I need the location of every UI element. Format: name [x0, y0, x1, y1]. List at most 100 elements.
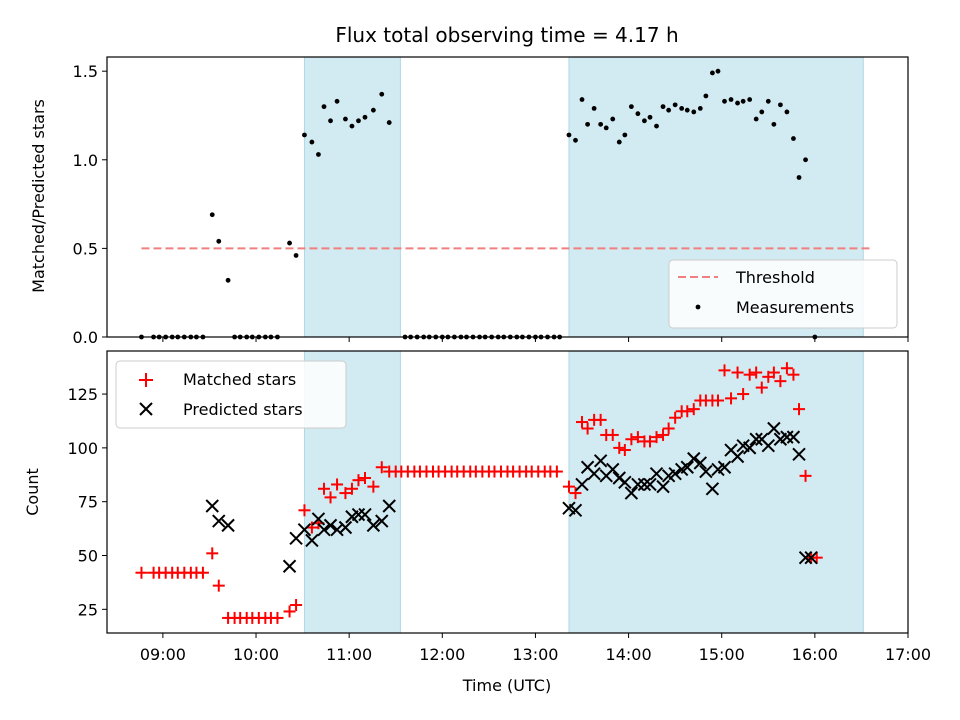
y-tick-label: 25 [78, 600, 98, 619]
predicted-star-point [717, 460, 732, 474]
predicted-star-point [358, 507, 372, 522]
measurement-point [654, 123, 659, 129]
matched-star-point [550, 465, 563, 478]
predicted-star-point [593, 454, 608, 468]
y-tick-label: 1.5 [73, 62, 98, 81]
predicted-star-point [575, 477, 589, 492]
matched-star-point [657, 428, 670, 441]
predicted-star-point [323, 518, 338, 533]
predicted-x-b [618, 475, 632, 490]
predicted-legend-label: Predicted stars [183, 400, 303, 419]
threshold-legend-label: Threshold [735, 268, 815, 287]
matched-star-point [613, 441, 626, 454]
x-tick-label: 13:00 [512, 645, 558, 664]
measurement-point [603, 125, 609, 131]
matched-star-point [562, 480, 575, 493]
measurement-point [722, 98, 727, 104]
predicted-star-point [305, 533, 319, 548]
measurement-point [647, 114, 653, 120]
predicted-x-b [780, 430, 794, 444]
predicted-x-b [330, 522, 344, 537]
measurement-point [225, 277, 231, 283]
predicted-x-b [804, 550, 818, 565]
top-legend: Threshold Measurements [668, 259, 898, 329]
matched-stars-points [135, 362, 823, 624]
matched-star-point [606, 428, 619, 441]
top-legend-box [668, 259, 898, 329]
matched-star-point [324, 491, 337, 504]
measurement-point [642, 118, 647, 124]
x-tick-label: 11:00 [326, 645, 372, 664]
predicted-star-point [568, 503, 583, 518]
matched-star-point [594, 413, 607, 426]
measurement-point [759, 109, 765, 115]
shaded-interval [303, 56, 401, 338]
predicted-x-b [323, 518, 338, 533]
measurement-point [703, 93, 709, 99]
matched-star-point [631, 431, 644, 444]
predicted-star-point [761, 439, 775, 453]
y-tick-label: 50 [78, 547, 98, 566]
matched-star-point [339, 487, 352, 500]
matched-star-point [737, 388, 750, 401]
predicted-x-b [305, 533, 319, 548]
predicted-x-b [575, 477, 589, 492]
predicted-x-b [637, 477, 652, 492]
matched-star-point [318, 482, 331, 495]
predicted-star-point [375, 514, 389, 528]
measurement-point [697, 105, 703, 111]
predicted-star-point [338, 520, 353, 535]
matched-star-point [711, 394, 724, 407]
matched-star-point [298, 504, 311, 517]
predicted-x-b [366, 518, 381, 533]
measurement-point [771, 121, 777, 127]
bottom-plot-frame [106, 350, 909, 634]
measurements-legend-label: Measurements [736, 298, 854, 317]
matched-star-point [644, 435, 657, 448]
x-tick-label: 10:00 [233, 645, 279, 664]
matched-star-point [367, 480, 380, 493]
predicted-star-point [786, 430, 801, 444]
predicted-star-point [705, 482, 720, 496]
predicted-x-b [798, 550, 813, 565]
measurement-point [334, 98, 340, 104]
predicted-star-point [587, 466, 601, 481]
matched-star-point [787, 368, 800, 381]
predicted-star-point [221, 518, 235, 533]
predicted-x-b [317, 522, 331, 537]
measurement-point [660, 104, 666, 110]
matched-star-point [774, 375, 787, 388]
predicted-x-b [643, 477, 657, 492]
predicted-star-point [643, 477, 657, 492]
predicted-star-point [624, 486, 639, 500]
measurement-point [765, 98, 771, 104]
predicted-star-point [212, 514, 226, 528]
x-tick-label: 16:00 [792, 645, 838, 664]
matched-star-point [650, 431, 663, 444]
chart-title: Flux total observing time = 4.17 h [335, 23, 678, 47]
predicted-x-b [717, 460, 732, 474]
predicted-x-b [736, 439, 750, 453]
predicted-star-point [205, 499, 219, 513]
predicted-x-b [568, 503, 583, 518]
predicted-x-b [297, 522, 312, 537]
matched-star-point [618, 444, 631, 457]
predicted-stars-points [205, 421, 818, 573]
bottom-x-ticks: 09:00 10:00 11:00 12:00 13:00 14:00 15:00 16:00… [140, 633, 931, 664]
measurement-point [209, 212, 215, 218]
x-tick-label: 17:00 [885, 645, 931, 664]
bottom-legend-box [115, 360, 347, 429]
predicted-x-b [656, 479, 670, 494]
x-tick-label: 14:00 [606, 645, 652, 664]
measurement-point [777, 102, 783, 108]
measurement-point [628, 104, 634, 110]
measurement-point [728, 97, 734, 102]
measurement-point [362, 114, 368, 120]
measurement-point [598, 121, 604, 127]
ratio-panel: 0.0 0.5 1.0 1.5 Matched/Predicted stars Thr… [29, 56, 909, 347]
predicted-star-point [792, 447, 806, 462]
predicted-x-b [593, 454, 608, 468]
predicted-star-point [330, 522, 344, 537]
predicted-star-point [618, 475, 632, 490]
matched-star-point [206, 547, 219, 560]
